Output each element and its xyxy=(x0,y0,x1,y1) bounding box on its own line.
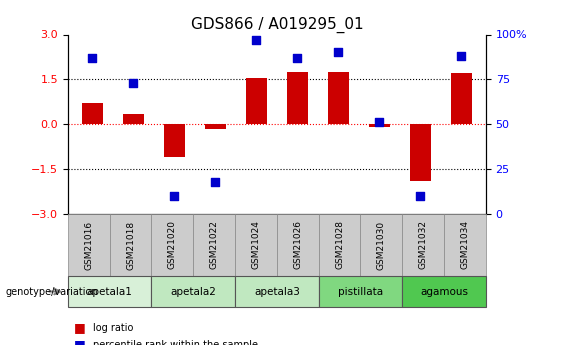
Text: GSM21030: GSM21030 xyxy=(377,220,386,269)
Text: percentile rank within the sample: percentile rank within the sample xyxy=(93,340,258,345)
Text: GSM21022: GSM21022 xyxy=(210,220,219,269)
Bar xyxy=(410,124,431,181)
Text: apetala1: apetala1 xyxy=(86,287,133,296)
Point xyxy=(334,50,343,55)
Point xyxy=(375,120,384,125)
Point xyxy=(252,37,261,43)
Bar xyxy=(369,124,390,127)
Point xyxy=(129,80,138,86)
Bar xyxy=(451,73,472,124)
Bar xyxy=(123,114,144,124)
Bar xyxy=(287,72,307,124)
Title: GDS866 / A019295_01: GDS866 / A019295_01 xyxy=(190,17,363,33)
Point xyxy=(88,55,97,61)
Text: GSM21028: GSM21028 xyxy=(335,220,344,269)
Text: ■: ■ xyxy=(73,338,85,345)
Text: ■: ■ xyxy=(73,321,85,334)
Text: apetala3: apetala3 xyxy=(254,287,300,296)
Text: log ratio: log ratio xyxy=(93,323,133,333)
Text: pistillata: pistillata xyxy=(338,287,383,296)
Text: GSM21018: GSM21018 xyxy=(126,220,135,269)
Text: GSM21026: GSM21026 xyxy=(293,220,302,269)
Text: GSM21032: GSM21032 xyxy=(419,220,428,269)
Text: apetala2: apetala2 xyxy=(170,287,216,296)
Text: GSM21034: GSM21034 xyxy=(460,220,470,269)
Text: GSM21024: GSM21024 xyxy=(251,220,260,269)
Bar xyxy=(246,78,267,124)
Text: GSM21020: GSM21020 xyxy=(168,220,177,269)
Point xyxy=(170,193,179,199)
Text: GSM21016: GSM21016 xyxy=(84,220,93,269)
Point xyxy=(293,55,302,61)
Text: genotype/variation: genotype/variation xyxy=(6,287,98,296)
Bar xyxy=(328,72,349,124)
Bar xyxy=(82,103,103,124)
Text: agamous: agamous xyxy=(420,287,468,296)
Point xyxy=(457,53,466,59)
Point xyxy=(211,179,220,184)
Point xyxy=(416,193,425,199)
Bar xyxy=(164,124,185,157)
Bar xyxy=(205,124,225,129)
